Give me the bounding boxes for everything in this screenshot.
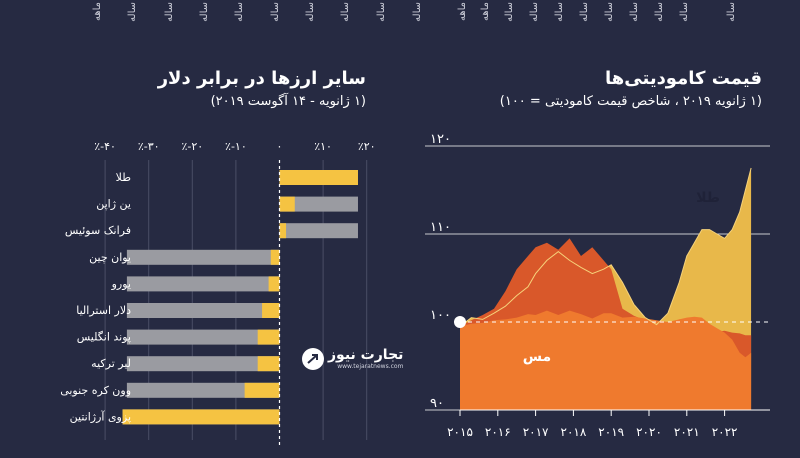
range-bar: [126, 249, 280, 265]
x-tick-label: ۲۰۲۲: [712, 425, 738, 439]
value-bar: [122, 409, 280, 425]
y-tick-label: ۱۰۰: [430, 308, 451, 323]
x-tick-label: ۲۰۱۹: [598, 425, 624, 439]
copper-annotation: مس: [523, 349, 551, 365]
value-bar: [244, 382, 280, 398]
x-tick-label: ۰: [277, 140, 283, 153]
logo-url: www.tejaratnews.com: [337, 363, 404, 370]
category-label: طلا: [116, 171, 132, 184]
range-bar: [279, 223, 358, 239]
y-tick-label: ۹۰: [430, 396, 444, 411]
value-bar: [257, 329, 280, 345]
gold-annotation: طلا: [696, 190, 720, 206]
value-bar: [279, 170, 358, 185]
value-bar: [268, 276, 280, 292]
x-tick-label: ۲۰۲۰: [636, 425, 662, 439]
category-label: یوان چین: [89, 251, 131, 264]
category-label: پزوی آرژانتین: [70, 409, 131, 423]
range-bar: [126, 303, 280, 318]
range-bar: [279, 196, 358, 212]
x-tick-label: ٪۱۰: [314, 140, 332, 153]
x-tick-label: ۲۰۱۶: [485, 425, 511, 439]
y-tick-label: ۱۱۰: [430, 220, 451, 235]
range-bar: [126, 276, 280, 292]
value-bar: [257, 356, 280, 372]
y-tick-label: ۱۲۰: [430, 132, 451, 147]
commodity-chart-subtitle: (۱ ژانویه ۲۰۱۹ ، شاخص قیمت کامودیتی = ۱۰…: [499, 94, 762, 109]
category-label: دلار استرالیا: [76, 304, 131, 317]
category-label: فرانک سوئیس: [65, 224, 131, 237]
x-tick-label: ۲۰۲۱: [674, 425, 700, 439]
range-bar: [126, 356, 280, 372]
commodity-chart-title: قیمت کامودیتی‌ها: [605, 68, 762, 89]
x-tick-label: ٪۲۰: [358, 140, 376, 153]
logo-arrow-icon: [302, 348, 324, 370]
x-tick-label: ٪-۴۰: [94, 140, 116, 153]
baseline-marker: [454, 316, 466, 328]
tejarat-news-logo: تجارت نیوز www.tejaratnews.com: [302, 344, 414, 374]
currency-chart-subtitle: (۱ ژانویه - ۱۴ آگوست ۲۰۱۹): [210, 94, 366, 109]
currency-chart-title: سایر ارزها در برابر دلار: [157, 68, 366, 89]
logo-name: تجارت نیوز: [328, 347, 404, 363]
value-bar: [279, 196, 295, 212]
x-tick-label: ٪-۲۰: [181, 140, 203, 153]
value-bar: [262, 303, 280, 318]
category-label: پوند انگلیس: [77, 331, 131, 344]
x-tick-label: ۲۰۱۸: [561, 425, 587, 439]
range-bar: [126, 382, 280, 398]
x-tick-label: ۲۰۱۵: [447, 425, 473, 439]
category-label: ین ژاپن: [96, 198, 131, 211]
x-tick-label: ٪-۱۰: [225, 140, 247, 153]
x-tick-label: ۲۰۱۷: [523, 425, 549, 439]
category-label: وون کره جنوبی: [60, 384, 131, 397]
copper-area: [460, 310, 752, 410]
category-label: لیر ترکیه: [91, 357, 131, 370]
gold-line: [459, 167, 752, 327]
value-bar: [279, 223, 287, 239]
x-tick-label: ٪-۳۰: [138, 140, 160, 153]
range-bar: [126, 329, 280, 345]
value-bar: [270, 249, 280, 265]
category-label: یورو: [111, 277, 131, 290]
